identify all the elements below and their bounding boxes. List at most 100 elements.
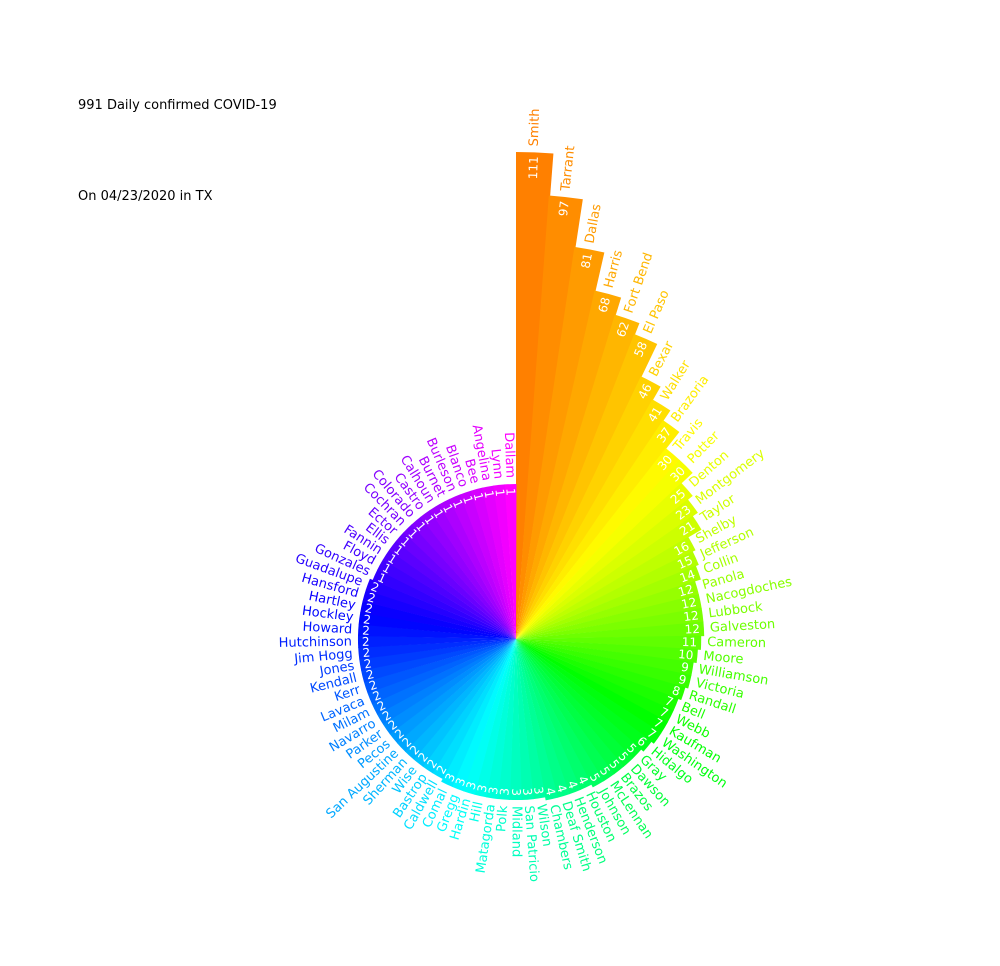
value-label: 2 [362,623,370,637]
category-label-dallas: Dallas [583,203,605,245]
bar-bexar [516,376,661,639]
bar-dallas [516,246,605,639]
value-label: 3 [520,787,535,796]
value-label: 97 [556,200,572,217]
value-label: 3 [509,788,523,796]
bar-ellis [388,540,516,639]
value-label: 68 [596,296,613,314]
bar-colorado [411,516,516,639]
bar-gonzales [372,569,516,639]
bar-bell [516,639,679,711]
value-label: 1 [503,488,517,496]
value-label: 62 [614,320,632,339]
category-label-tarrant: Tarrant [558,145,578,193]
bar-cochran [403,524,516,639]
bar-kendall [361,639,516,683]
category-label-moore: Moore [703,649,744,668]
value-label: 8 [670,683,682,699]
bar-washington [516,639,662,744]
bar-floyd [377,559,516,639]
bar-henderson [516,639,581,795]
value-label: 12 [677,582,696,600]
category-label-lynn: Lynn [487,448,505,480]
value-label: 3 [497,787,512,796]
bar-hutchinson [357,635,516,648]
value-label: 2 [365,667,376,682]
bar-panola [516,580,699,639]
value-label: 21 [677,519,697,539]
bar-ector [395,532,516,639]
category-label-san-patricio: San Patricio [521,805,542,883]
category-label-harris: Harris [602,248,626,289]
bar-hidalgo [516,639,652,752]
bar-jim-hogg [358,639,516,660]
value-label: 1 [471,491,486,502]
bar-gray [516,639,642,759]
category-label-wilson: Wilson [533,803,554,848]
bar-brazos [516,639,624,775]
bar-wilson [516,639,546,800]
bar-collin [516,565,701,639]
value-label: 10 [678,647,695,662]
bar-lubbock [516,607,704,639]
bar-san-augustine [396,639,516,752]
value-label: 4 [543,786,558,797]
value-label: 3 [486,786,501,796]
category-label-jones: Jones [318,659,356,680]
bar-midland [509,639,522,801]
value-label: 15 [675,553,695,572]
bar-sherman [404,639,516,760]
bar-blanco [460,490,516,639]
bar-potter [516,459,693,639]
category-label-hutchinson: Hutchinson [279,635,353,651]
value-label: 1 [460,494,476,506]
bar-lynn [493,484,516,639]
bar-angelina [481,485,516,639]
bar-pecos [389,639,516,744]
bar-bee [470,487,516,639]
value-label: 12 [684,622,700,637]
bar-el-paso [516,334,658,639]
category-label-polk: Polk [494,805,511,833]
value-label: 12 [683,608,700,624]
bar-fannin [382,549,516,639]
bar-nacogdoches [516,594,702,639]
bar-shelby [516,536,696,639]
bar-hansford [362,589,516,639]
chart-title: 991 Daily confirmed COVID-19 [78,98,277,113]
bar-kaufman [516,639,669,734]
bar-wise [413,639,516,767]
category-label-hockley: Hockley [301,604,355,626]
value-label: 2 [367,678,379,694]
category-label-cameron: Cameron [707,635,766,651]
bar-johnson [516,639,604,788]
bar-hartley [360,600,516,639]
value-label: 11 [682,635,698,649]
value-label: 2 [364,601,374,616]
bar-jefferson [516,551,699,639]
category-label-midland: Midland [509,806,524,857]
bar-comal [441,639,516,787]
value-label: 2 [362,635,370,649]
value-label: 3 [464,780,480,791]
value-label: 9 [680,660,690,675]
bar-guadalupe [365,578,516,639]
value-label: 2 [362,612,371,627]
value-label: 58 [631,340,650,360]
value-label: 2 [362,646,371,661]
bar-gregg [451,639,516,792]
value-label: 14 [678,567,697,585]
bar-webb [516,639,674,723]
bar-dallam [504,483,517,639]
bar-walker [516,399,671,639]
bar-cameron [516,635,702,650]
bar-parker [382,639,516,735]
bar-travis [516,448,680,639]
value-label: 3 [475,783,490,794]
bar-houston [516,639,592,790]
value-label: 2 [369,579,381,595]
value-label: 111 [526,156,541,179]
bar-hill [474,639,516,798]
bar-hardin [462,639,516,795]
